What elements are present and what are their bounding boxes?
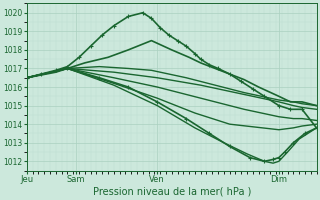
X-axis label: Pression niveau de la mer( hPa ): Pression niveau de la mer( hPa ) <box>92 187 251 197</box>
